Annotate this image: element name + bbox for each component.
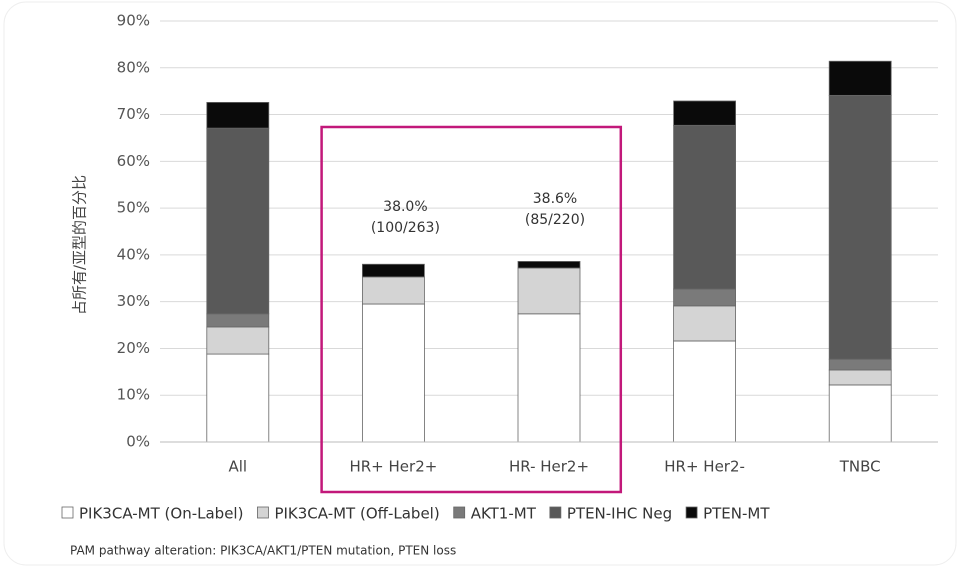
y-tick-label: 70% [117, 105, 150, 123]
x-tick-label: All [228, 458, 247, 476]
legend-swatch [453, 506, 466, 519]
bar-segment [828, 358, 892, 371]
bar-segment [206, 353, 270, 443]
bar-segment [361, 303, 425, 443]
legend-swatch [549, 506, 562, 519]
bar-segment [828, 369, 892, 386]
x-tick-label: HR+ Her2- [664, 458, 745, 476]
annotation: 38.0% [383, 199, 427, 215]
bar-segment [828, 60, 892, 96]
bar-segment [673, 305, 736, 342]
footnote: PAM pathway alteration: PIK3CA/AKT1/PTEN… [70, 544, 456, 558]
bar-segment [206, 313, 270, 328]
y-tick-label: 90% [117, 12, 150, 30]
annotation: (85/220) [525, 212, 585, 228]
x-tick-label: HR- Her2+ [509, 458, 589, 476]
y-tick-label: 30% [117, 292, 150, 310]
bar-segment [206, 326, 270, 355]
x-tick-label: HR+ Her2+ [349, 458, 437, 476]
y-axis-label: 占所有/亚型的百分比 [71, 175, 89, 315]
bar-segment [828, 94, 892, 360]
bar-segment [673, 100, 736, 126]
legend-label: PTEN-IHC Neg [567, 505, 672, 523]
card [3, 1, 957, 566]
bar-segment [828, 384, 892, 443]
legend-label: PIK3CA-MT (Off-Label) [274, 505, 439, 523]
y-tick-label: 20% [117, 339, 150, 357]
legend-swatch [685, 506, 698, 519]
bar-segment [206, 127, 270, 315]
legend-swatch [61, 506, 74, 519]
bar-segment [673, 124, 736, 290]
y-tick-label: 50% [117, 199, 150, 217]
bar-segment [517, 267, 581, 315]
y-tick-label: 0% [126, 433, 150, 451]
annotation: (100/263) [371, 220, 440, 236]
bar-segment [517, 313, 581, 443]
x-tick-label: TNBC [839, 458, 881, 476]
legend-label: PTEN-MT [703, 505, 770, 523]
legend-label: PIK3CA-MT (On-Label) [79, 505, 243, 523]
bar-segment [361, 276, 425, 305]
annotation: 38.6% [533, 191, 577, 207]
bar-segment [361, 263, 425, 278]
bar-segment [517, 261, 581, 269]
legend-swatch [257, 506, 269, 519]
bar-segment [673, 340, 736, 443]
highlight-box [320, 125, 623, 494]
legend-label: AKT1-MT [471, 505, 537, 523]
bar-segment [673, 288, 736, 307]
y-tick-label: 60% [117, 152, 150, 170]
y-tick-label: 10% [117, 386, 150, 404]
y-tick-label: 80% [117, 58, 150, 76]
bar-segment [206, 101, 270, 129]
y-tick-label: 40% [117, 245, 150, 263]
